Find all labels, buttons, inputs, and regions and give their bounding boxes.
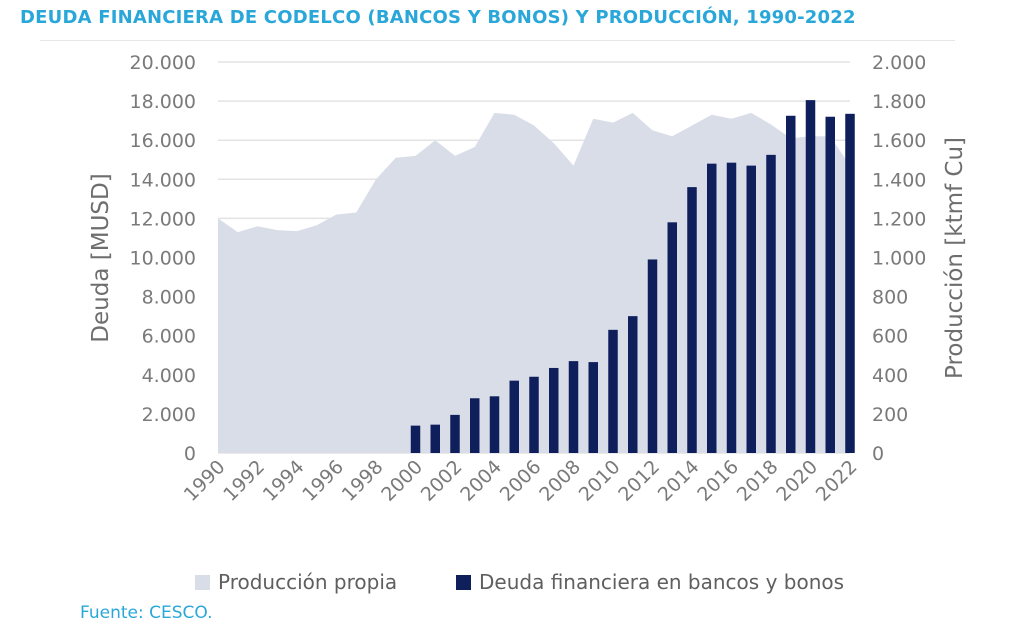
debt-bar-2000 [410,425,421,453]
legend-label-production: Producción propia [218,570,398,594]
debt-bar-2009 [588,362,598,453]
debt-bar-2005 [509,380,519,453]
y-tick-label-left: 10.000 [130,248,196,270]
debt-bar-2017 [746,165,756,454]
debt-bar-2011 [628,316,638,453]
debt-bar-2004 [489,396,500,453]
legend-label-debt: Deuda financiera en bancos y bonos [479,570,845,594]
bar-layer [410,100,855,454]
debt-bar-2022 [845,113,855,454]
y-tick-label-right: 1.600 [872,130,926,152]
y-tick-label-right: 600 [872,326,908,348]
legend-swatch-debt [456,574,471,590]
x-tick-label: 2008 [535,456,585,506]
x-tick-label: 2014 [654,456,704,506]
debt-bar-2020 [805,100,816,453]
debt-bar-2014 [687,187,697,453]
y-tick-label-left: 6.000 [142,326,196,348]
y-tick-label-right: 1.400 [872,169,926,191]
debt-bar-2010 [608,329,618,453]
x-tick-label: 2006 [496,456,546,506]
y-axis-title-right: Producción [ktmf Cu] [942,137,968,379]
debt-bar-2016 [726,162,737,453]
debt-bar-2008 [568,361,579,453]
debt-bar-2021 [825,116,835,454]
debt-bar-2002 [450,414,460,453]
chart-title: DEUDA FINANCIERA DE CODELCO (BANCOS Y BO… [20,7,856,28]
debt-bar-2015 [707,163,717,453]
y-tick-label-left: 0 [184,443,196,465]
y-tick-label-right: 0 [872,443,884,465]
y-tick-label-right: 1.200 [872,208,926,230]
y-tick-label-left: 20.000 [130,52,196,74]
x-tick-label: 2010 [575,456,625,506]
x-tick-label: 2016 [693,456,743,506]
x-tick-label: 1996 [298,456,348,506]
x-tick-label: 2012 [614,456,664,506]
debt-bar-2019 [786,115,796,453]
y-tick-label-left: 14.000 [130,169,196,191]
x-tick-label: 2020 [772,456,822,506]
debt-bar-2013 [667,222,677,453]
debt-bar-2003 [470,398,480,453]
x-tick-label: 2000 [377,456,427,506]
source-note: Fuente: CESCO. [80,603,213,623]
y-tick-label-right: 400 [872,365,908,387]
title-divider [40,40,955,41]
debt-bar-2007 [549,367,559,453]
x-tick-label: 1992 [219,456,269,506]
x-tick-label: 1994 [259,456,309,506]
y-tick-label-right: 2.000 [872,52,926,74]
y-tick-label-right: 1.800 [872,91,926,113]
y-tick-label-left: 12.000 [130,208,196,230]
y-tick-label-right: 200 [872,404,908,426]
x-tick-label: 1998 [338,456,388,506]
y-tick-label-left: 4.000 [142,365,196,387]
debt-bar-2006 [529,376,539,453]
x-tick-label: 2022 [812,456,862,506]
legend-item-debt: Deuda financiera en bancos y bonos [456,568,844,596]
x-tick-label: 2002 [417,456,467,506]
x-tick-label: 2018 [733,456,783,506]
y-tick-label-right: 1.000 [872,248,926,270]
debt-bar-2001 [430,424,440,453]
y-tick-label-right: 800 [872,287,908,309]
debt-bar-2012 [647,259,658,453]
y-tick-label-left: 16.000 [130,130,196,152]
chart: 0 0 2.000 200 4.000 400 6.000 600 8.000 800 10.000… [88,52,968,506]
y-tick-label-left: 18.000 [130,91,196,113]
y-axis-title-left: Deuda [MUSD] [88,173,114,342]
debt-bar-2018 [766,154,776,454]
legend-swatch-production [195,574,210,590]
x-tick-label: 2004 [456,456,506,506]
y-tick-label-left: 8.000 [142,287,196,309]
legend-item-production: Producción propia [195,568,397,596]
y-tick-label-left: 2.000 [142,404,196,426]
